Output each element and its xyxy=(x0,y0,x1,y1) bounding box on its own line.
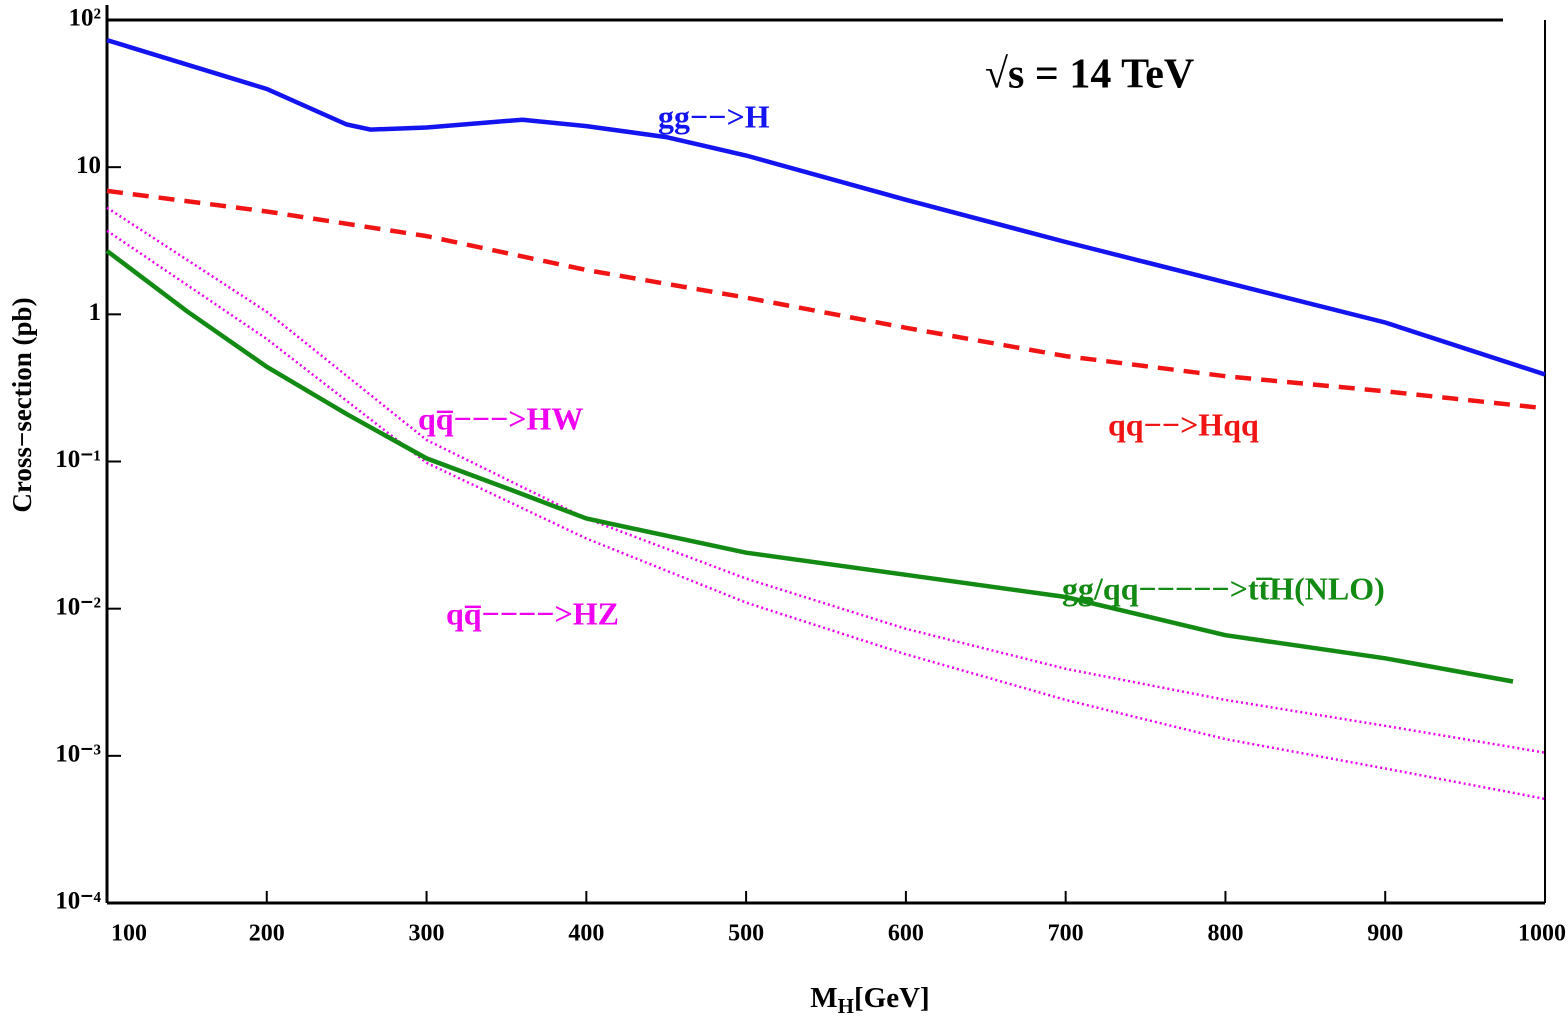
x-label-rest: [GeV] xyxy=(854,982,930,1014)
x-tick-label: 700 xyxy=(1048,921,1084,947)
series-line xyxy=(106,229,1546,801)
y-tick-label: 10 xyxy=(76,152,101,179)
x-tick-label: 200 xyxy=(249,921,285,947)
x-tick-label: 100 xyxy=(111,921,147,947)
x-tick-label: 900 xyxy=(1367,921,1403,947)
series-label: qq−−>Hqq xyxy=(1108,406,1259,442)
series-line xyxy=(106,188,1546,411)
series-line xyxy=(105,249,1514,684)
y-tick-label: 10⁻¹ xyxy=(55,446,101,473)
x-label-sub: H xyxy=(838,994,854,1018)
annotation: √s = 14 TeV xyxy=(985,52,1194,98)
x-tick-label: 600 xyxy=(888,921,924,947)
x-axis-label: MH[GeV] xyxy=(810,982,929,1018)
x-label-main: M xyxy=(810,982,837,1014)
x-tick-label: 500 xyxy=(728,921,764,947)
series-label: gg−−>H xyxy=(658,98,770,134)
y-tick-label: 10⁻² xyxy=(55,593,101,620)
y-tick-label: 10² xyxy=(69,5,102,32)
series-label: qq̅−−−>HW xyxy=(418,400,583,436)
series-line xyxy=(106,37,1546,377)
y-tick-label: 1 xyxy=(89,299,102,326)
series-label: gg/qq−−−−−>tt̅H(NLO) xyxy=(1062,570,1385,606)
x-tick-label: 800 xyxy=(1207,921,1243,947)
series-line xyxy=(106,206,1546,754)
y-axis-label: Cross−section (pb) xyxy=(7,297,37,512)
x-tick-label: 300 xyxy=(409,921,445,947)
y-tick-label: 10⁻⁴ xyxy=(55,888,101,915)
y-tick-label: 10⁻³ xyxy=(55,741,101,768)
x-tick-label: 400 xyxy=(568,921,604,947)
x-tick-label: 1000 xyxy=(1518,921,1566,947)
series-label: qq̅−−−−>HZ xyxy=(446,595,619,631)
